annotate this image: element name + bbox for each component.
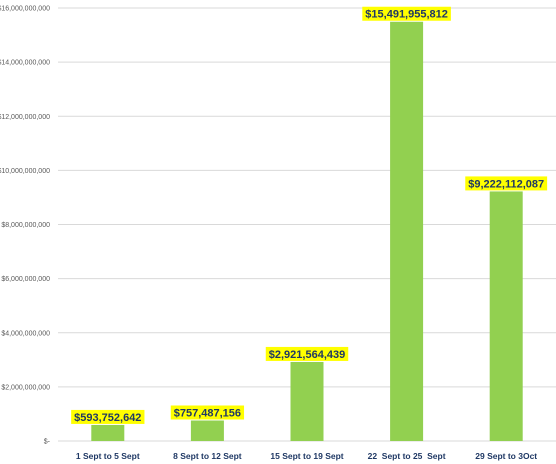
x-axis-category-labels: 1 Sept to 5 Sept 8 Sept to 12 Sept 15 Sept… [76,451,537,461]
data-label-highlight [362,6,451,21]
data-label-highlight [465,176,548,191]
x-tick-label: 29 Sept to 3Oct [475,451,537,461]
y-axis-tick-labels: $- $2,000,000,000 $4,000,000,000 $6,000,000… [0,6,51,446]
y-tick-label: $4,000,000,000 [1,330,50,337]
y-tick-label: $14,000,000,000 [0,60,50,67]
x-tick-label: 8 Sept to 12 Sept [173,451,242,461]
bar [290,361,324,441]
data-label-highlight [71,409,145,424]
bars [91,21,523,442]
data-label: $15,491,955,812 [365,9,448,21]
data-label: $593,752,642 [74,412,141,424]
data-label: $757,487,156 [174,408,241,420]
y-tick-label: $12,000,000,000 [0,114,50,121]
y-tick-label: $10,000,000,000 [0,168,50,175]
bar [390,21,424,442]
x-tick-label: 1 Sept to 5 Sept [76,451,140,461]
x-tick-label: 22 Sept to 25 Sept [368,451,446,461]
bar [190,420,224,441]
y-tick-label: $8,000,000,000 [1,222,50,229]
bar [489,191,523,441]
data-label: $2,921,564,439 [269,349,345,361]
bar [91,424,125,441]
x-tick-label: 15 Sept to 19 Sept [270,451,343,461]
data-label-highlight [170,405,245,420]
y-tick-label: $- [44,439,51,446]
data-labels: $593,752,642 $757,487,156 $2,921,564,439 $1… [71,6,548,424]
y-tick-label: $6,000,000,000 [1,276,50,283]
y-tick-label: $2,000,000,000 [1,384,50,391]
y-tick-label: $16,000,000,000 [0,6,50,13]
data-label: $9,222,112,087 [468,178,544,190]
gridlines [58,7,556,442]
data-label-highlight [265,346,349,361]
